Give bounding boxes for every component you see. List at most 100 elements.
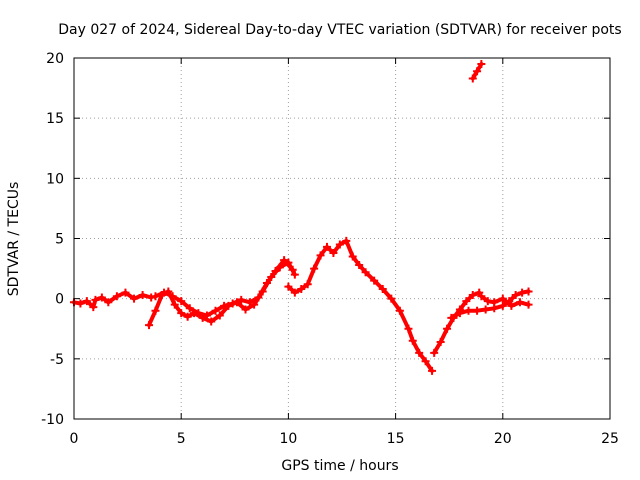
data-point [82, 297, 91, 306]
data-point [177, 297, 186, 306]
data-point [220, 301, 229, 310]
data-point [348, 252, 357, 261]
data-point [297, 285, 306, 294]
data-point [443, 324, 452, 333]
data-point [245, 298, 254, 307]
y-tick-label: 15 [46, 111, 64, 127]
data-point [168, 292, 177, 301]
data-point [183, 312, 192, 321]
data-point [468, 291, 477, 300]
y-tick-label: 20 [46, 51, 64, 67]
data-point [490, 298, 499, 307]
data-point [215, 311, 224, 320]
data-point [518, 288, 527, 297]
data-point [89, 303, 98, 312]
data-point [473, 67, 482, 76]
data-point [455, 309, 464, 318]
data-point [421, 357, 430, 366]
x-tick-label: 5 [177, 431, 186, 447]
data-point [507, 301, 516, 310]
data-point [284, 282, 293, 291]
data-point [280, 256, 289, 265]
data-point [436, 337, 445, 346]
data-point [498, 301, 507, 310]
data-point [524, 287, 533, 296]
data-point [511, 291, 520, 300]
data-point [415, 348, 424, 357]
y-tick-label: 5 [55, 232, 64, 248]
data-point [342, 236, 351, 245]
data-point [483, 297, 492, 306]
data-point [138, 291, 147, 300]
data-point [464, 306, 473, 315]
data-point [498, 294, 507, 303]
data-point [310, 264, 319, 273]
data-point [271, 266, 280, 275]
x-tick-label: 25 [601, 431, 619, 447]
data-point [147, 293, 156, 302]
x-tick-label: 15 [387, 431, 405, 447]
data-point [151, 292, 160, 301]
data-point [228, 299, 237, 308]
data-point [447, 313, 456, 322]
data-point [290, 270, 299, 279]
data-point [91, 295, 100, 304]
y-tick-label: -10 [41, 412, 64, 428]
data-point [288, 265, 297, 274]
data-point [408, 336, 417, 345]
x-tick-label: 0 [70, 431, 79, 447]
data-point [477, 60, 486, 69]
x-axis-label: GPS time / hours [281, 458, 398, 474]
x-tick-label: 20 [494, 431, 512, 447]
data-point [316, 251, 325, 260]
data-point [473, 306, 482, 315]
data-point [387, 294, 396, 303]
data-point [145, 321, 154, 330]
data-point [329, 248, 338, 257]
axis-ticks: 0 5 10 15 20 25 -10 -5 0 5 10 15 20 [41, 51, 619, 447]
data-point [322, 242, 331, 251]
data-point [104, 298, 113, 307]
data-point [177, 309, 186, 318]
data-point [241, 305, 250, 314]
chart-title: Day 027 of 2024, Sidereal Day-to-day VTE… [58, 22, 621, 38]
data-point [462, 297, 471, 306]
y-axis-label: SDTVAR / TECUs [6, 182, 22, 297]
data-point [97, 293, 106, 302]
data-point [202, 311, 211, 320]
data-point [185, 304, 194, 313]
data-point [404, 324, 413, 333]
data-point [207, 317, 216, 326]
grid-lines [74, 58, 610, 419]
data-point [428, 366, 437, 375]
data-point [395, 306, 404, 315]
data-point [430, 348, 439, 357]
data-point [262, 279, 271, 288]
data-point [290, 288, 299, 297]
data-point [151, 306, 160, 315]
data-point [121, 288, 130, 297]
data-point [303, 280, 312, 289]
data-point [355, 260, 364, 269]
data-point [170, 300, 179, 309]
data-point [237, 295, 246, 304]
data-series [70, 60, 533, 375]
data-point [194, 309, 203, 318]
data-point [254, 293, 263, 302]
data-point [160, 288, 169, 297]
data-point [515, 298, 524, 307]
data-point [211, 306, 220, 315]
data-point [112, 292, 121, 301]
data-point [130, 294, 139, 303]
data-point [370, 276, 379, 285]
y-tick-label: 0 [55, 292, 64, 308]
x-tick-label: 10 [279, 431, 297, 447]
data-point [468, 74, 477, 83]
y-tick-label: -5 [50, 352, 64, 368]
data-point [335, 240, 344, 249]
data-point [361, 268, 370, 277]
series-line-segment-d [286, 238, 434, 373]
data-point [378, 285, 387, 294]
data-point [477, 292, 486, 301]
data-point [524, 300, 533, 309]
